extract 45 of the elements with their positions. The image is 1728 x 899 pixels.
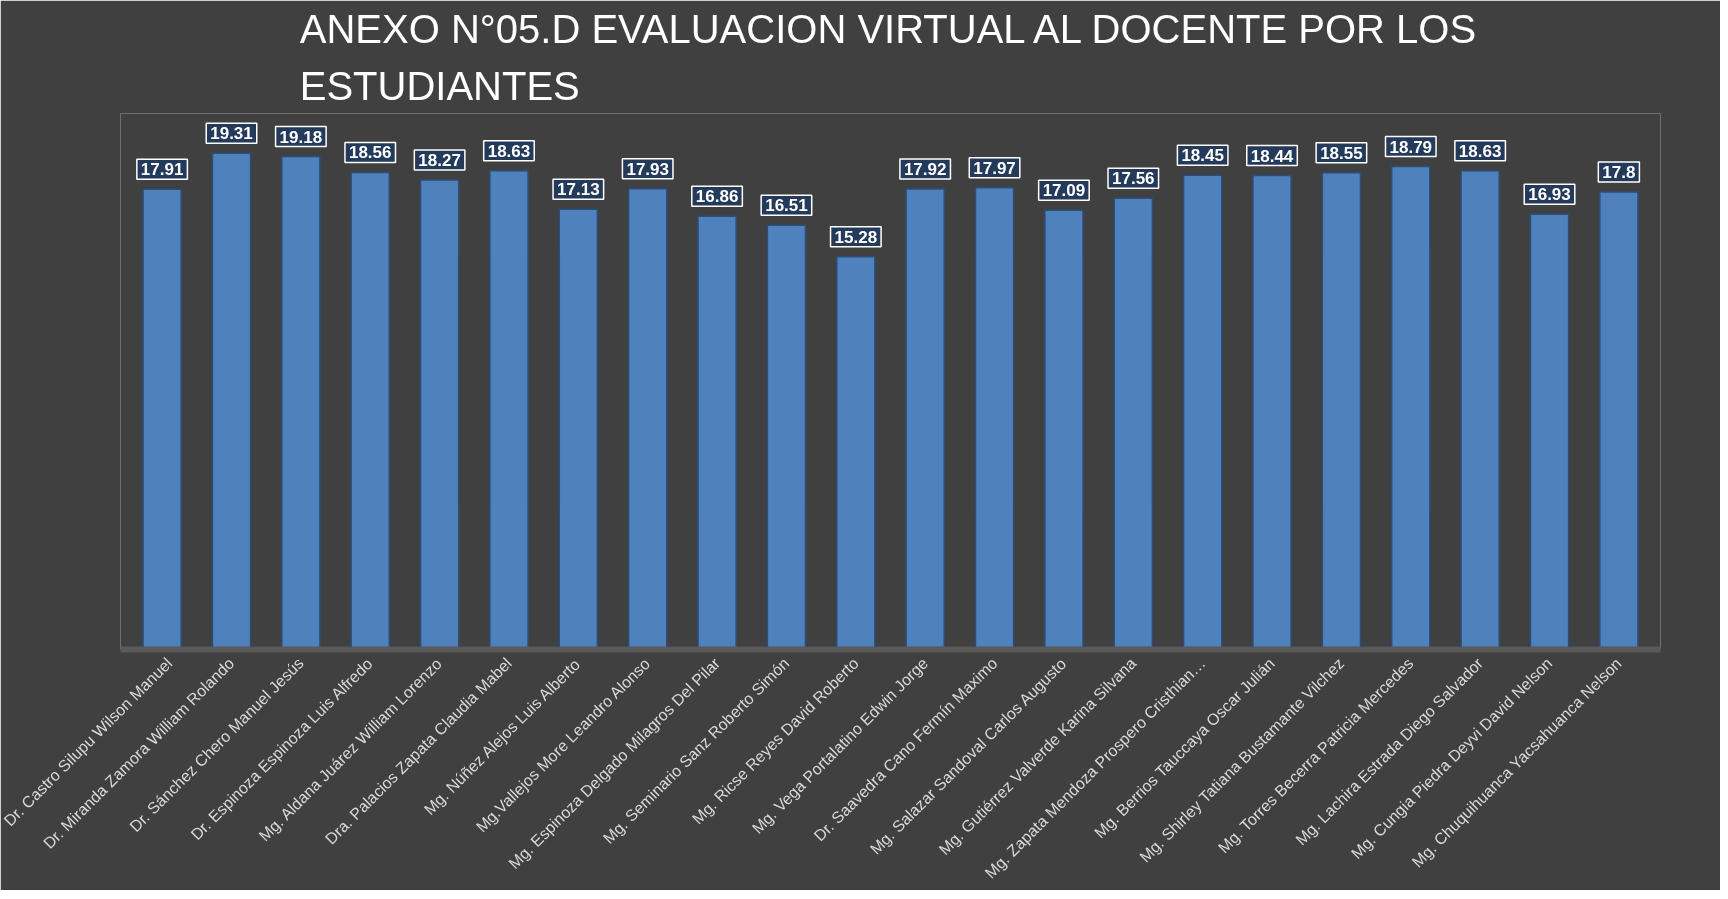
data-label: 16.86: [695, 187, 739, 207]
bar: [281, 155, 321, 650]
data-label: 17.92: [903, 159, 947, 179]
bar: [1182, 174, 1223, 650]
bar: [974, 186, 1015, 650]
chart-title: ANEXO N°05.D EVALUACION VIRTUAL AL DOCENTE POR LOS ESTUDIANTES: [299, 7, 1477, 109]
data-label: 18.27: [418, 150, 461, 170]
data-label: 17.09: [1042, 181, 1086, 201]
data-label: 18.63: [487, 141, 531, 161]
bar: [419, 179, 460, 650]
data-label: 18.79: [1389, 137, 1433, 157]
data-label: 18.55: [1320, 143, 1363, 163]
data-label: 17.56: [1112, 169, 1155, 189]
bar: [1460, 169, 1500, 650]
bar: [697, 215, 737, 650]
bar: [1044, 209, 1084, 650]
data-label: 19.31: [210, 124, 253, 144]
bar: [1529, 213, 1570, 650]
bar: [558, 208, 599, 650]
bar: [766, 224, 807, 650]
data-label: 17.93: [626, 159, 669, 179]
bar: [142, 188, 182, 650]
data-label: 16.51: [765, 196, 808, 216]
bar: [1321, 171, 1362, 650]
data-label: 16.93: [1528, 185, 1571, 205]
data-label: 17.8: [1602, 163, 1636, 183]
data-label: 18.45: [1181, 146, 1224, 166]
bar: [627, 187, 668, 650]
data-label: 18.56: [348, 143, 392, 163]
bar: [1599, 191, 1639, 650]
data-label: 19.18: [279, 127, 323, 147]
bar: [1252, 174, 1292, 650]
bar: [1390, 165, 1431, 650]
bar: [905, 188, 946, 650]
data-label: 17.97: [973, 158, 1016, 178]
bar: [835, 256, 876, 650]
data-label: 15.28: [834, 227, 878, 247]
data-label: 18.63: [1458, 141, 1502, 161]
data-label: 17.13: [557, 180, 600, 200]
bar: [1113, 197, 1154, 650]
bar: [211, 152, 252, 650]
bar: [350, 171, 391, 650]
bar: [489, 169, 529, 650]
data-label: 17.91: [140, 160, 184, 180]
data-label: 18.44: [1250, 146, 1294, 166]
